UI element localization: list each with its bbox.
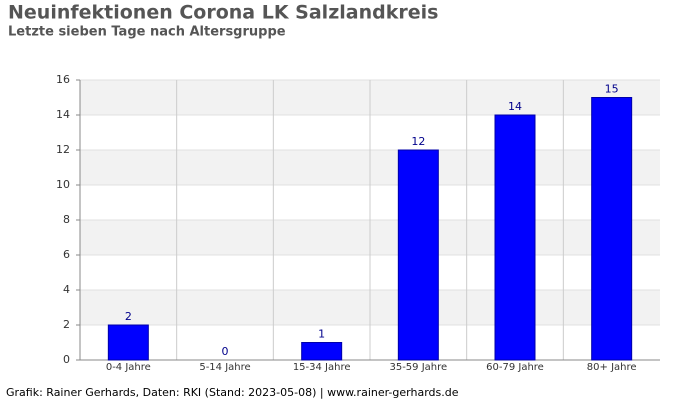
bar (591, 97, 633, 361)
x-tick-label: 60-79 Jahre (486, 362, 544, 373)
chart-subtitle: Letzte sieben Tage nach Altersgruppe (8, 25, 286, 40)
y-tick-label: 2 (63, 318, 70, 331)
x-tick-label: 80+ Jahre (587, 362, 637, 373)
y-tick-label: 4 (63, 283, 70, 296)
value-label: 12 (411, 135, 425, 148)
value-label: 2 (125, 310, 132, 323)
x-tick-label: 35-59 Jahre (389, 362, 447, 373)
y-tick-label: 14 (56, 108, 70, 121)
y-tick-label: 8 (63, 213, 70, 226)
y-tick-label: 16 (56, 73, 70, 86)
bar (397, 149, 439, 361)
bar (107, 324, 149, 361)
value-label: 14 (508, 100, 522, 113)
value-label: 0 (222, 345, 229, 358)
bar (301, 342, 343, 361)
y-tick-label: 12 (56, 143, 70, 156)
x-tick-label: 5-14 Jahre (199, 362, 250, 373)
x-tick-label: 15-34 Jahre (293, 362, 351, 373)
bar (494, 114, 536, 361)
chart-title: Neuinfektionen Corona LK Salzlandkreis (8, 2, 438, 24)
y-tick-label: 6 (63, 248, 70, 261)
footer: Grafik: Rainer Gerhards, Daten: RKI (Sta… (6, 386, 459, 399)
value-label: 1 (318, 328, 325, 341)
y-tick-label: 10 (56, 178, 70, 191)
y-tick-label: 0 (63, 353, 70, 366)
x-tick-label: 0-4 Jahre (106, 362, 151, 373)
value-label: 15 (605, 83, 619, 96)
